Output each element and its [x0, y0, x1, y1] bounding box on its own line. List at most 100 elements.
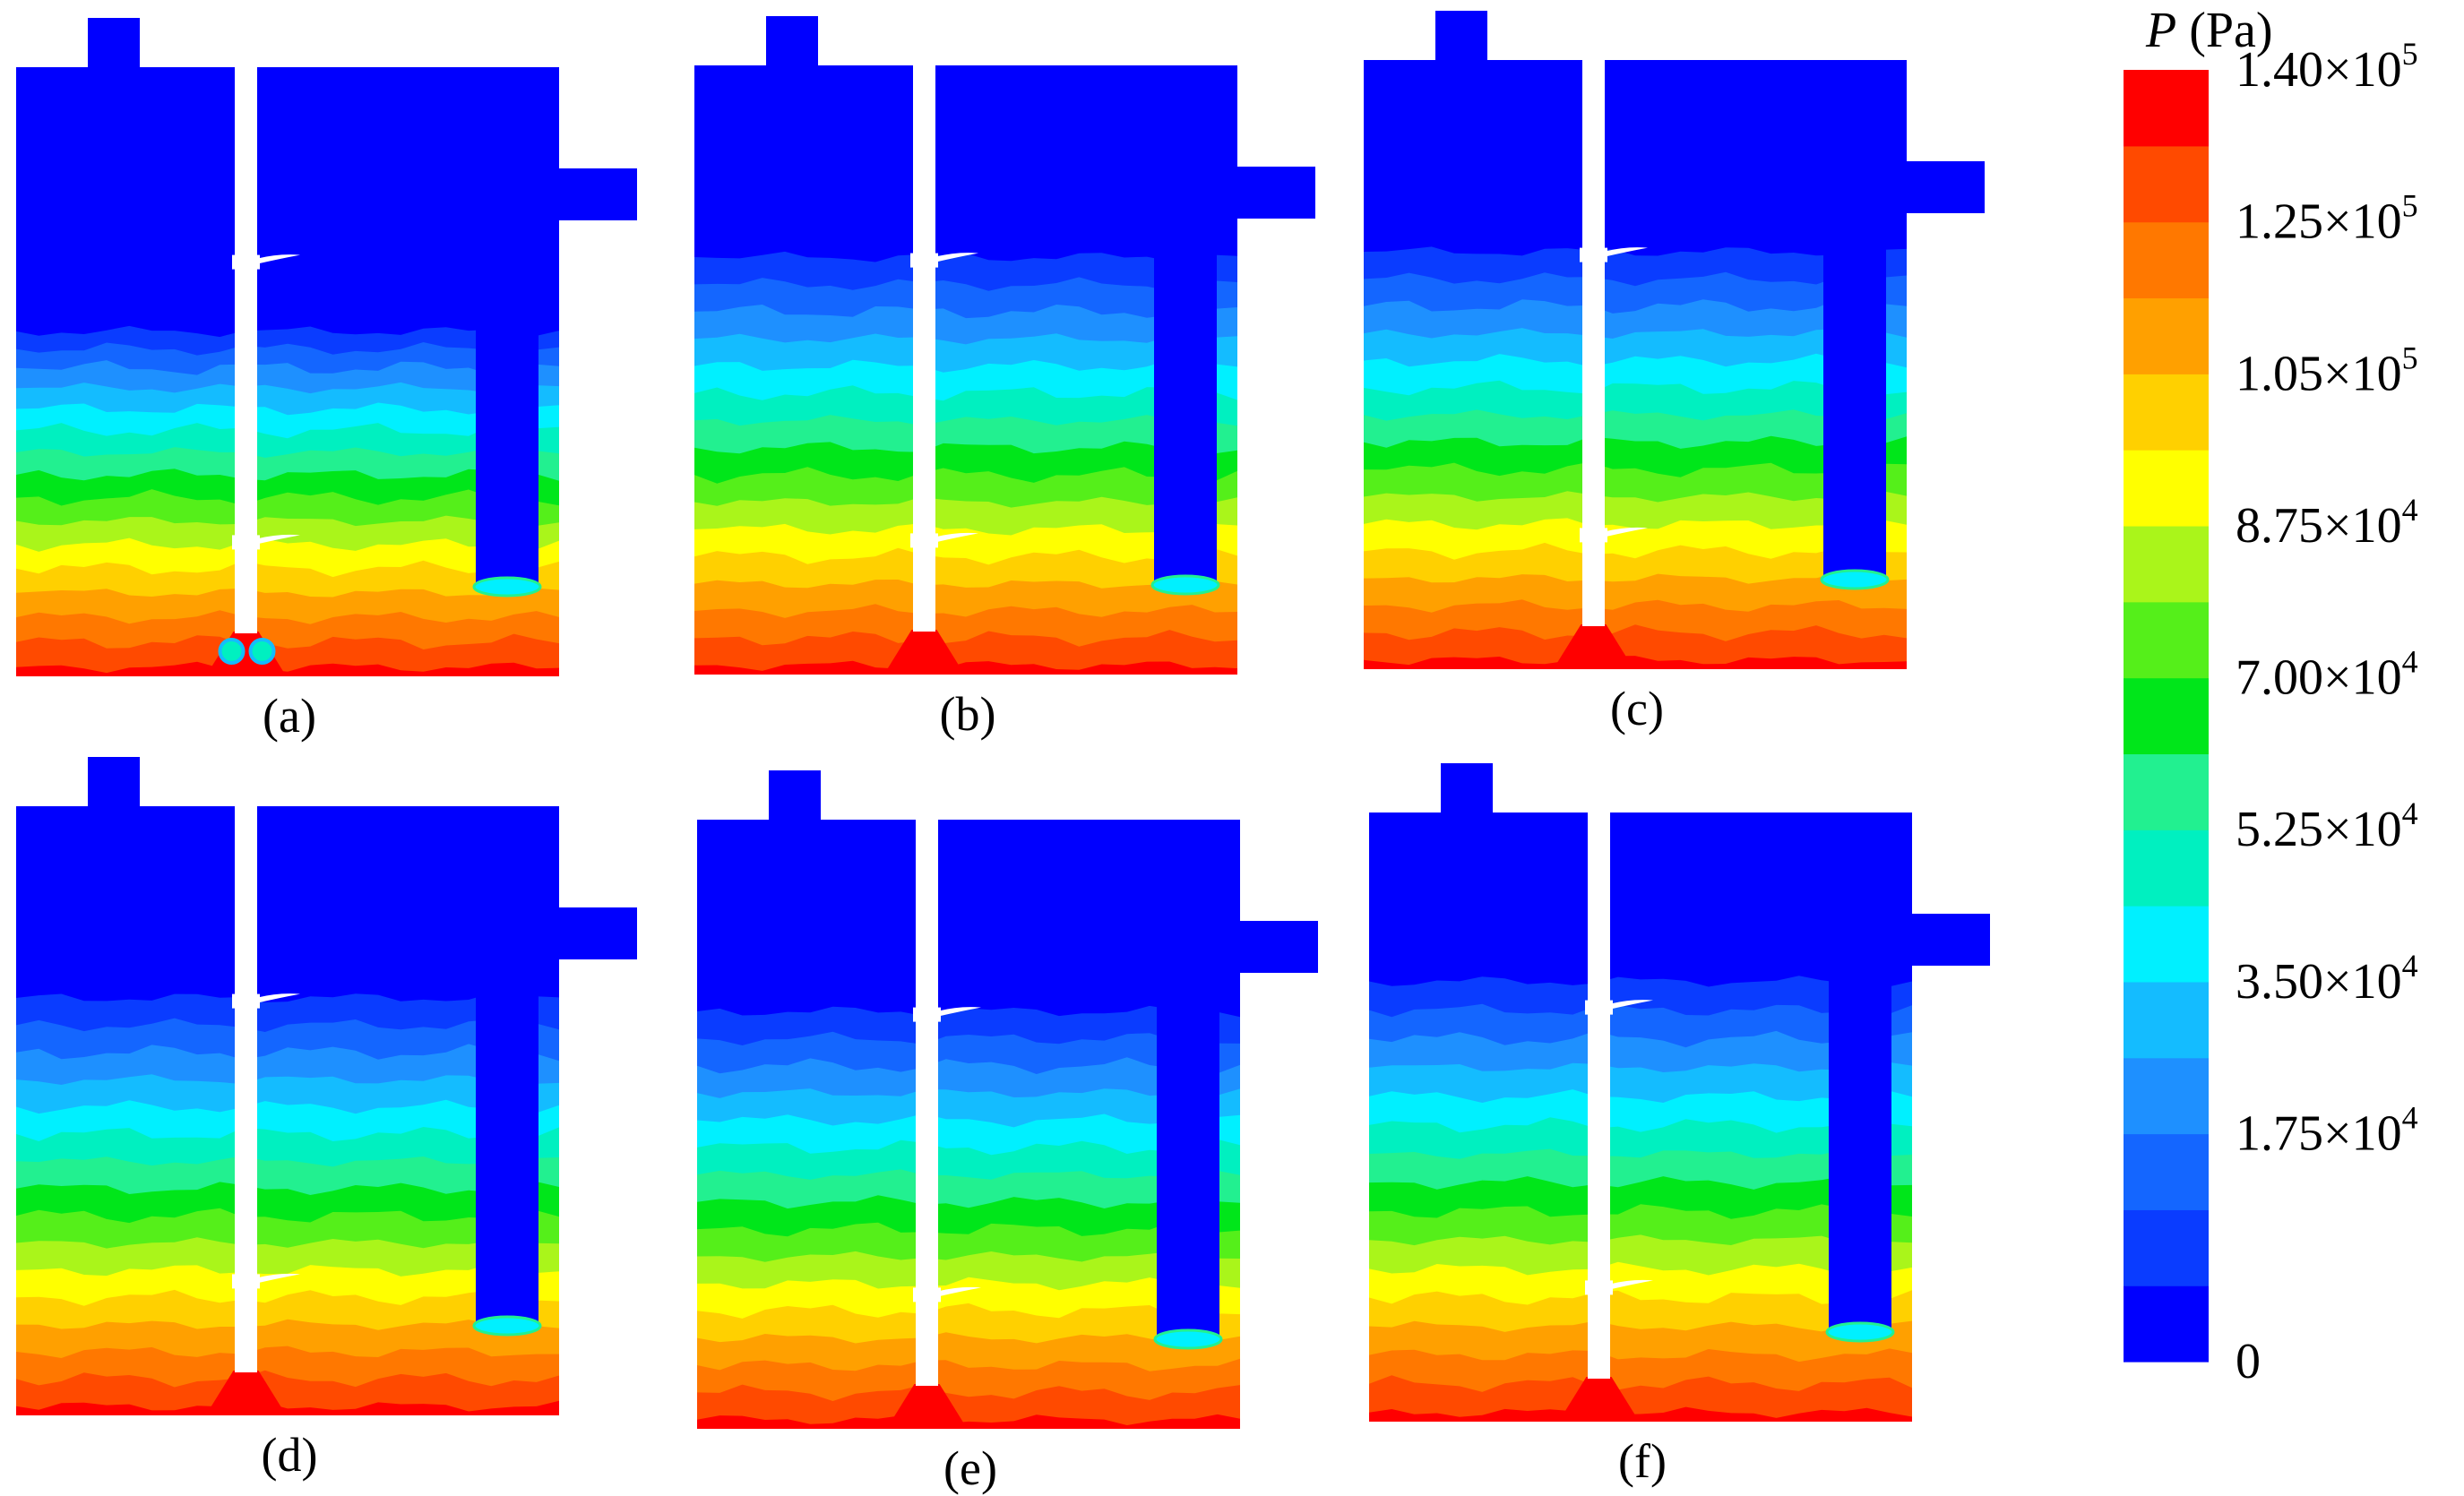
colorbar-band	[2124, 677, 2209, 755]
colorbar-tick-label: 1.05×105	[2236, 340, 2418, 401]
pressure-band	[1364, 656, 1907, 669]
baffle-column	[1829, 812, 1891, 1332]
baffle-tip	[1153, 1328, 1223, 1350]
impeller-blade	[938, 1007, 981, 1017]
top-inlet	[1441, 763, 1493, 813]
colorbar-band	[2124, 830, 2209, 907]
colorbar-tick-label: 1.25×105	[2236, 188, 2418, 250]
impeller-blade	[1605, 247, 1648, 257]
colorbar-band	[2124, 374, 2209, 451]
impeller-blade	[257, 1273, 300, 1284]
colorbar-band	[2124, 1057, 2209, 1135]
colorbar-title: P (Pa)	[2145, 3, 2273, 58]
top-inlet	[88, 757, 140, 807]
pressure-field	[1364, 60, 1907, 669]
baffle-column	[476, 806, 538, 1326]
impeller-hub	[232, 1274, 260, 1289]
contour-panel-b: (b)	[694, 16, 1315, 741]
vortex-marker	[218, 638, 246, 665]
pressure-band	[697, 1414, 1240, 1429]
top-inlet	[88, 18, 140, 68]
top-inlet	[1435, 11, 1487, 61]
pressure-field	[16, 806, 559, 1415]
colorbar-band	[2124, 906, 2209, 983]
colorbar: P (Pa) 1.40×105 1.25×105 1.05×105 8.75×104 7…	[2124, 3, 2418, 1389]
colorbar-tick-label: 8.75×104	[2236, 492, 2418, 554]
colorbar-band	[2124, 297, 2209, 374]
impeller-blade	[935, 532, 978, 543]
impeller-hub	[910, 533, 938, 548]
colorbar-band	[2124, 753, 2209, 830]
colorbar-tick-label: 7.00×104	[2236, 644, 2418, 706]
baffle-tip	[472, 1315, 542, 1337]
contour-panel-a: (a)	[16, 18, 637, 743]
pressure-field	[697, 820, 1240, 1429]
impeller-blade	[257, 254, 300, 264]
side-outlet	[1236, 167, 1315, 219]
side-outlet	[1239, 921, 1318, 973]
impeller-hub	[232, 254, 260, 270]
panels-layer: (a) (b) (c) (d) (e) (f)	[16, 11, 1990, 1495]
baffle-column	[476, 67, 538, 587]
impeller-hub	[1580, 528, 1607, 543]
panel-label: (c)	[1610, 682, 1664, 735]
impeller-hub	[1580, 247, 1607, 262]
panel-label: (d)	[262, 1428, 318, 1482]
impeller-blade	[1605, 527, 1648, 537]
contour-panel-f: (f)	[1369, 763, 1990, 1488]
colorbar-band	[2124, 70, 2209, 147]
impeller-blade	[257, 993, 300, 1003]
colorbar-band	[2124, 1133, 2209, 1210]
panel-label: (b)	[940, 687, 996, 741]
pressure-band	[1369, 1406, 1912, 1422]
pressure-band	[694, 660, 1237, 675]
pressure-band	[16, 661, 559, 676]
colorbar-band	[2124, 450, 2209, 527]
impeller-blade	[1610, 1000, 1653, 1010]
impeller-hub	[913, 1287, 941, 1303]
colorbar-band	[2124, 221, 2209, 299]
baffle-column	[1157, 820, 1219, 1339]
contour-panel-c: (c)	[1364, 11, 1985, 735]
pressure-field	[1369, 812, 1912, 1422]
panel-label: (e)	[943, 1441, 997, 1495]
side-outlet	[558, 168, 637, 220]
high-pressure-zone	[1558, 1377, 1640, 1422]
colorbar-band	[2124, 601, 2209, 679]
high-pressure-zone	[205, 1371, 287, 1415]
colorbar-tick-label: 0	[2236, 1334, 2261, 1389]
baffle-tip	[1825, 1321, 1895, 1343]
impeller-hub	[232, 993, 260, 1009]
colorbar-ticks: 1.40×105 1.25×105 1.05×105 8.75×104 7.00×104…	[2236, 36, 2418, 1389]
vortex-marker	[248, 638, 276, 665]
impeller-blade	[938, 1286, 981, 1297]
baffle-column	[1154, 65, 1217, 585]
colorbar-bands	[2124, 70, 2209, 1363]
colorbar-band	[2124, 1209, 2209, 1286]
colorbar-band	[2124, 1285, 2209, 1363]
impeller-blade	[935, 253, 978, 262]
high-pressure-zone	[1553, 624, 1634, 669]
side-outlet	[1906, 161, 1985, 213]
high-pressure-zone	[886, 1384, 968, 1429]
colorbar-tick-label: 3.50×104	[2236, 948, 2418, 1010]
side-outlet	[558, 907, 637, 959]
colorbar-title-symbol: P	[2145, 3, 2176, 58]
impeller-hub	[910, 253, 938, 268]
top-inlet	[766, 16, 818, 66]
high-pressure-zone	[883, 630, 965, 675]
colorbar-band	[2124, 525, 2209, 603]
colorbar-tick-label: 1.40×105	[2236, 36, 2418, 98]
baffle-tip	[1150, 574, 1220, 596]
baffle-column	[1823, 60, 1886, 580]
impeller-hub	[1585, 1280, 1613, 1295]
impeller-hub	[1585, 1000, 1613, 1015]
panel-label: (a)	[263, 689, 316, 743]
colorbar-title-unit: (Pa)	[2189, 3, 2272, 58]
pressure-band	[16, 633, 559, 676]
baffle-tip	[1820, 569, 1890, 590]
impeller-hub	[232, 535, 260, 550]
colorbar-band	[2124, 981, 2209, 1059]
impeller-blade	[1610, 1279, 1653, 1290]
